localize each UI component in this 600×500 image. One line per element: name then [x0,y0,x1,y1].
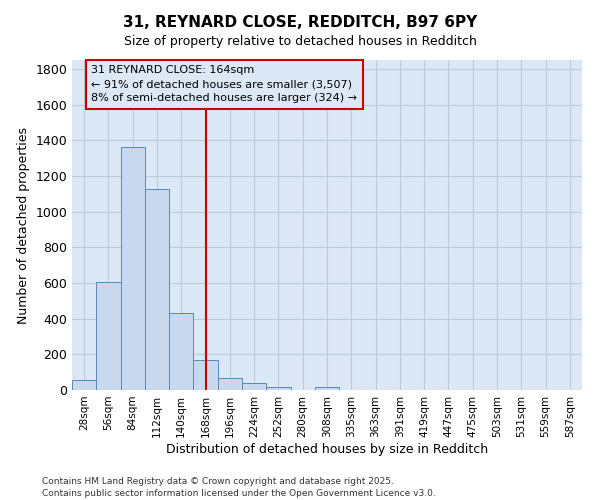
Bar [218,378,242,390]
Bar [96,282,121,390]
Text: 31, REYNARD CLOSE, REDDITCH, B97 6PY: 31, REYNARD CLOSE, REDDITCH, B97 6PY [123,15,477,30]
Text: Size of property relative to detached houses in Redditch: Size of property relative to detached ho… [124,35,476,48]
X-axis label: Distribution of detached houses by size in Redditch: Distribution of detached houses by size … [166,442,488,456]
Y-axis label: Number of detached properties: Number of detached properties [17,126,30,324]
Bar [121,146,145,390]
Bar [242,383,266,390]
Text: Contains HM Land Registry data © Crown copyright and database right 2025.
Contai: Contains HM Land Registry data © Crown c… [42,476,436,498]
Bar [169,314,193,390]
Bar [266,388,290,390]
Bar [315,388,339,390]
Text: 31 REYNARD CLOSE: 164sqm
← 91% of detached houses are smaller (3,507)
8% of semi: 31 REYNARD CLOSE: 164sqm ← 91% of detach… [91,66,358,104]
Bar [72,380,96,390]
Bar [193,360,218,390]
Bar [145,190,169,390]
